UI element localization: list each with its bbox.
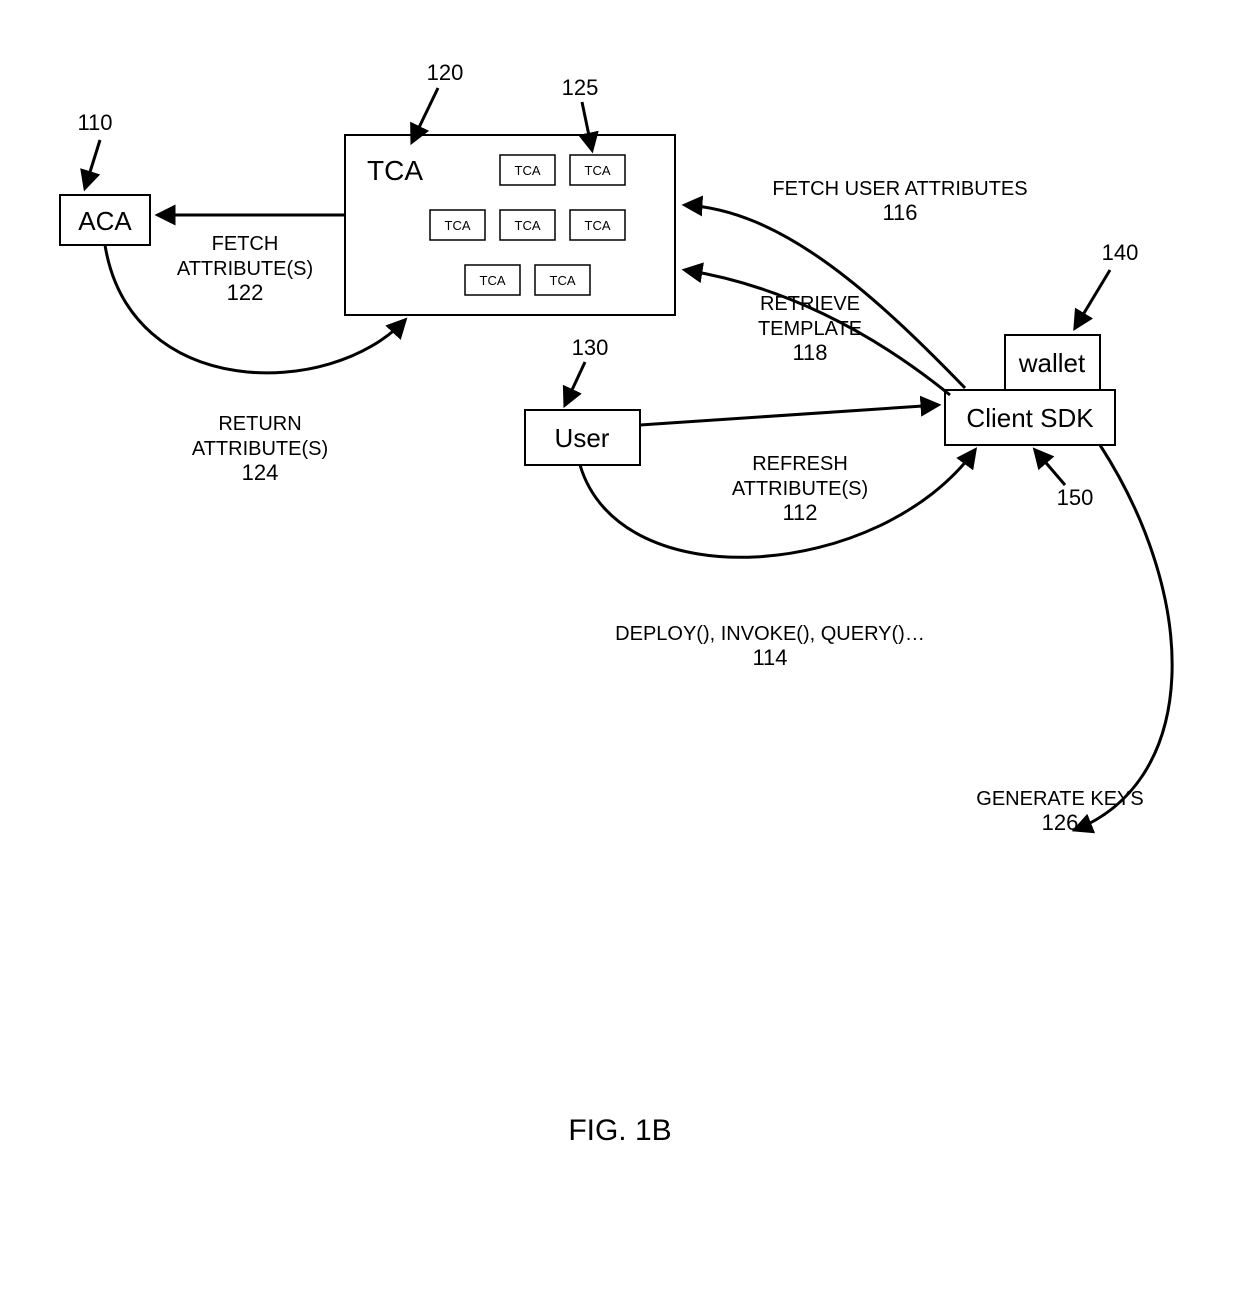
tca-inner-label: TCA — [585, 163, 611, 178]
svg-text:FETCH: FETCH — [212, 233, 279, 255]
svg-text:ATTRIBUTE(S): ATTRIBUTE(S) — [732, 478, 868, 500]
svg-text:TEMPLATE: TEMPLATE — [758, 318, 862, 340]
svg-text:116: 116 — [882, 200, 917, 225]
svg-text:ATTRIBUTE(S): ATTRIBUTE(S) — [192, 438, 328, 460]
svg-text:Client SDK: Client SDK — [966, 403, 1094, 433]
svg-text:150: 150 — [1057, 485, 1094, 510]
svg-text:126: 126 — [1042, 810, 1079, 835]
svg-text:GENERATE KEYS: GENERATE KEYS — [976, 788, 1143, 810]
tca-inner-label: TCA — [515, 218, 541, 233]
tca-inner-label: TCA — [445, 218, 471, 233]
architecture-diagram: ACA 110 TCA 120 125 TCA TCA TCA TCA TCA TCA TC… — [0, 0, 1240, 1302]
svg-text:wallet: wallet — [1018, 348, 1086, 378]
svg-text:140: 140 — [1102, 240, 1139, 265]
tca-inner-label: TCA — [550, 273, 576, 288]
svg-text:RETURN: RETURN — [218, 413, 301, 435]
svg-text:110: 110 — [77, 110, 112, 135]
svg-text:120: 120 — [427, 60, 464, 85]
svg-text:ACA: ACA — [78, 206, 132, 236]
svg-text:TCA: TCA — [367, 155, 423, 186]
svg-text:RETRIEVE: RETRIEVE — [760, 293, 860, 315]
svg-text:114: 114 — [752, 645, 787, 670]
svg-text:125: 125 — [562, 75, 599, 100]
svg-text:FETCH USER ATTRIBUTES: FETCH USER ATTRIBUTES — [772, 178, 1027, 200]
ref-110: 110 — [77, 110, 112, 188]
svg-text:User: User — [555, 423, 610, 453]
wallet-node: wallet — [1005, 335, 1100, 390]
svg-text:130: 130 — [572, 335, 609, 360]
svg-text:DEPLOY(), INVOKE(), QUERY()…: DEPLOY(), INVOKE(), QUERY()… — [615, 623, 925, 645]
edge-fetch-attributes: FETCH ATTRIBUTE(S) 122 — [158, 215, 345, 305]
svg-text:122: 122 — [227, 280, 264, 305]
svg-text:118: 118 — [792, 340, 827, 365]
edge-fetch-user-attributes: FETCH USER ATTRIBUTES 116 — [685, 178, 1028, 388]
ref-120: 120 — [412, 60, 463, 142]
user-node: User — [525, 410, 640, 465]
ref-140: 140 — [1075, 240, 1138, 328]
svg-text:ATTRIBUTE(S): ATTRIBUTE(S) — [177, 258, 313, 280]
figure-label: FIG. 1B — [568, 1114, 671, 1147]
svg-text:112: 112 — [782, 500, 817, 525]
edge-refresh-attributes: REFRESH ATTRIBUTE(S) 112 — [640, 405, 938, 525]
tca-inner-label: TCA — [515, 163, 541, 178]
aca-node: ACA — [60, 195, 150, 245]
client-sdk-node: Client SDK — [945, 390, 1115, 445]
ref-150: 150 — [1035, 450, 1093, 510]
ref-130: 130 — [565, 335, 608, 405]
tca-inner-label: TCA — [585, 218, 611, 233]
svg-text:REFRESH: REFRESH — [752, 453, 848, 475]
svg-text:124: 124 — [242, 460, 279, 485]
tca-inner-label: TCA — [480, 273, 506, 288]
